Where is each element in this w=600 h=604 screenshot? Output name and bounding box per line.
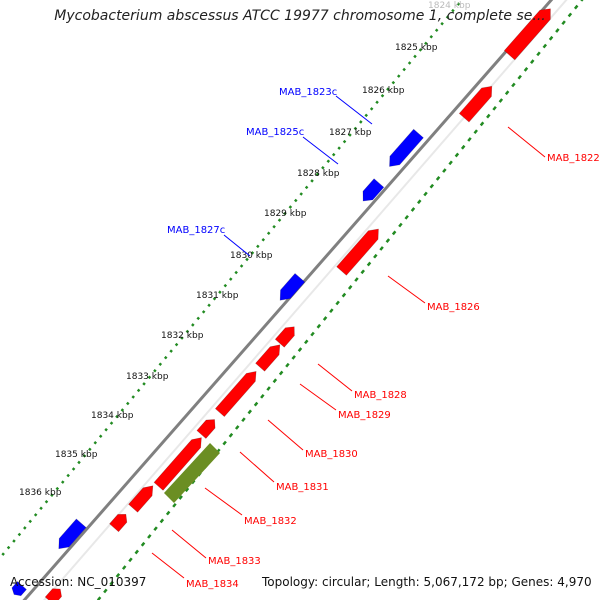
gene-label[interactable]: MAB_1822 — [547, 153, 600, 164]
kbp-label: 1825 kbp — [395, 43, 438, 53]
topology-label: Topology: circular; Length: 5,067,172 bp… — [262, 575, 592, 589]
kbp-label: 1835 kbp — [55, 450, 98, 460]
gene-leader-line — [151, 552, 185, 579]
gene-label[interactable]: MAB_1833 — [208, 556, 261, 567]
gene-leader-line — [171, 529, 207, 559]
forward-gene-block[interactable] — [274, 326, 295, 348]
map-title: Mycobacterium abscessus ATCC 19977 chrom… — [54, 8, 546, 24]
reverse-gene-block[interactable] — [362, 178, 385, 202]
kbp-label: 1836 kbp — [19, 488, 62, 498]
gene-label[interactable]: MAB_1830 — [305, 449, 358, 460]
outer-tick-track — [0, 0, 464, 560]
forward-gene-block[interactable] — [128, 485, 154, 513]
kbp-label: 1827 kbp — [329, 128, 372, 138]
forward-gene-block[interactable] — [44, 588, 62, 604]
gene-leader-line — [239, 451, 275, 483]
inner-tick-track — [93, 0, 584, 604]
kbp-label: 1831 kbp — [196, 291, 239, 301]
gene-leader-line — [302, 136, 339, 165]
gene-label[interactable]: MAB_1827c — [167, 225, 225, 236]
gene-leader-line — [387, 275, 426, 304]
gene-leader-line — [335, 95, 373, 125]
kbp-label: 1824 kbp — [428, 1, 471, 11]
gene-label[interactable]: MAB_1828 — [354, 390, 407, 401]
accession-label: Accession: NC_010397 — [10, 575, 147, 589]
forward-gene-block[interactable] — [214, 370, 257, 418]
kbp-label: 1826 kbp — [362, 86, 405, 96]
kbp-label: 1830 kbp — [230, 251, 273, 261]
gene-label[interactable]: MAB_1834 — [186, 579, 239, 590]
forward-gene-block[interactable] — [336, 228, 379, 276]
gene-label[interactable]: MAB_1829 — [338, 410, 391, 421]
forward-gene-block[interactable] — [109, 513, 128, 533]
kbp-label: 1834 kbp — [91, 411, 134, 421]
kbp-label: 1833 kbp — [126, 372, 169, 382]
gene-label[interactable]: MAB_1823c — [279, 87, 337, 98]
gene-leader-line — [223, 234, 251, 257]
gene-leader-line — [317, 363, 353, 392]
forward-gene-block[interactable] — [503, 8, 551, 61]
gene-leader-line — [507, 126, 546, 158]
gene-leader-line — [299, 383, 337, 411]
gene-label[interactable]: MAB_1825c — [246, 127, 304, 138]
feature-block[interactable] — [164, 443, 220, 503]
forward-gene-block[interactable] — [153, 437, 202, 491]
gene-label[interactable]: MAB_1832 — [244, 516, 297, 527]
gene-leader-line — [204, 487, 243, 516]
forward-gene-block[interactable] — [255, 344, 281, 372]
reverse-gene-block[interactable] — [279, 273, 306, 301]
kbp-label: 1829 kbp — [264, 209, 307, 219]
kbp-label: 1832 kbp — [161, 331, 204, 341]
forward-gene-block[interactable] — [196, 419, 216, 439]
reverse-gene-block[interactable] — [11, 581, 27, 597]
reverse-gene-block[interactable] — [58, 518, 87, 550]
reverse-gene-block[interactable] — [389, 128, 424, 167]
gene-leader-line — [267, 419, 304, 451]
kbp-label: 1828 kbp — [297, 169, 340, 179]
gene-label[interactable]: MAB_1826 — [427, 302, 480, 313]
forward-gene-block[interactable] — [458, 85, 493, 123]
gene-label[interactable]: MAB_1831 — [276, 482, 329, 493]
